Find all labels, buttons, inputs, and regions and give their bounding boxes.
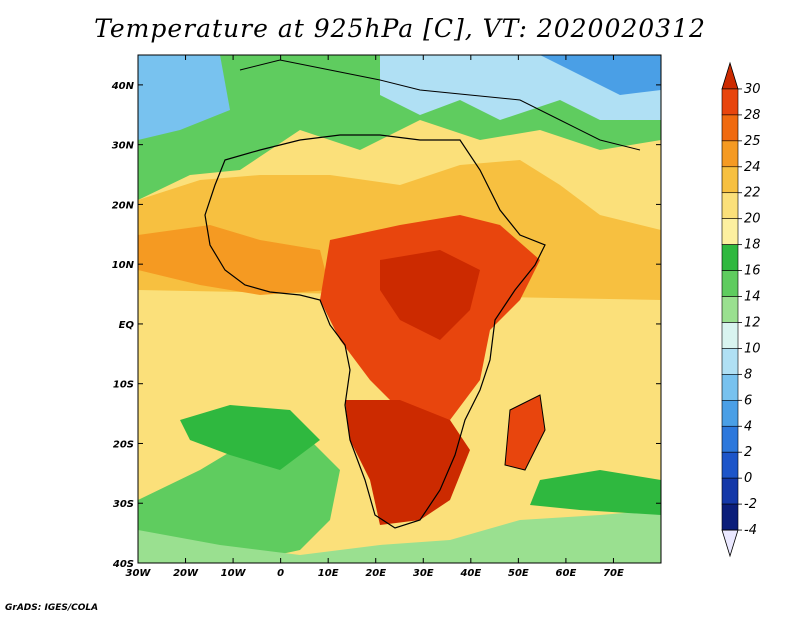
colorbar-swatch (721, 140, 739, 168)
colorbar-swatch (721, 503, 739, 531)
y-axis: 40N 30N 20N 10N EQ 10S 20S 30S 40S (111, 81, 661, 570)
africa-coastline (204, 134, 546, 529)
colorbar-label: 28 (744, 108, 761, 123)
colorbar-swatch (721, 322, 739, 349)
colorbar-label: 30 (744, 82, 761, 97)
field-southern-ocean (138, 510, 661, 563)
x-tick-label: 10E (318, 568, 339, 579)
colorbar-swatch (721, 218, 739, 245)
plot-frame (137, 54, 662, 564)
y-tick-label: 20N (112, 200, 135, 211)
colorbar-swatch (721, 451, 739, 479)
colorbar-label: 4 (744, 419, 752, 434)
colorbar-swatch (721, 244, 739, 271)
y-tick-label: 40S (112, 559, 134, 570)
x-tick-label: 10W (221, 568, 247, 579)
colorbar-label: 12 (744, 315, 761, 330)
x-tick-label: 20W (173, 568, 199, 579)
colorbar-label: 22 (744, 186, 761, 201)
colorbar-swatch (721, 88, 739, 116)
colorbar-label: -4 (744, 523, 757, 538)
colorbar-label: 25 (744, 134, 761, 149)
chart-title: Temperature at 925hPa [C], VT: 202002031… (94, 14, 706, 43)
x-axis: 30W 20W 10W 0 10E 20E 30E 40E 50E 60E 70E (126, 55, 624, 579)
colorbar-label: 6 (744, 393, 752, 408)
map-field (138, 55, 661, 563)
colorbar-top-triangle (721, 61, 739, 90)
field-southafrica-hot (345, 400, 470, 525)
field-southatlantic-swirl (180, 405, 320, 470)
colorbar-swatch (721, 114, 739, 142)
colorbar-label: 18 (744, 238, 761, 253)
y-tick-label: 30N (112, 141, 135, 152)
y-tick-label: 10S (113, 380, 134, 391)
y-tick-label: 10N (112, 260, 135, 271)
colorbar-label: 24 (744, 160, 761, 175)
x-tick-label: 70E (603, 568, 624, 579)
madagascar-coastline (504, 394, 546, 471)
field-north-deepblue (540, 55, 661, 95)
colorbar-label: 2 (744, 445, 752, 460)
colorbar-swatch (721, 166, 739, 194)
colorbar-label: 20 (744, 212, 761, 227)
x-tick-label: 30E (413, 568, 434, 579)
colorbar-swatch (721, 296, 739, 323)
field-southindian-green (530, 470, 661, 515)
x-tick-label: 40E (459, 568, 481, 579)
colorbar-label: -2 (744, 497, 757, 512)
x-tick-label: 30W (126, 568, 152, 579)
colorbar-swatch (721, 270, 739, 297)
y-tick-label: 30S (113, 499, 134, 510)
colorbar-swatch (721, 477, 739, 505)
colorbar-swatch (721, 348, 739, 375)
x-tick-label: 50E (508, 568, 529, 579)
colorbar-swatch (721, 425, 739, 453)
field-madagascar (505, 395, 545, 470)
y-tick-label: 20S (113, 439, 134, 450)
colorbar-label: 0 (744, 471, 752, 486)
field-southatlantic-green (138, 430, 340, 563)
field-central-core (380, 250, 480, 340)
field-westafrica (138, 225, 330, 295)
field-northwest-blue (138, 55, 230, 140)
eurasia-coastline (239, 59, 641, 151)
colorbar-label: 16 (744, 264, 761, 279)
colorbar-swatch (721, 192, 739, 219)
colorbar-label: 10 (744, 341, 761, 356)
colorbar-label: 14 (744, 290, 761, 305)
grads-credit: GrADS: IGES/COLA (5, 603, 99, 613)
colorbar-swatch (721, 374, 739, 401)
x-tick-label: 20E (365, 568, 386, 579)
y-tick-label: EQ (119, 320, 135, 331)
colorbar-label: 8 (744, 367, 752, 382)
x-tick-label: 0 (277, 568, 284, 579)
colorbar-swatch (721, 400, 739, 427)
colorbar-bottom-triangle (721, 529, 739, 558)
x-tick-label: 60E (556, 568, 577, 579)
y-tick-label: 40N (111, 81, 135, 92)
